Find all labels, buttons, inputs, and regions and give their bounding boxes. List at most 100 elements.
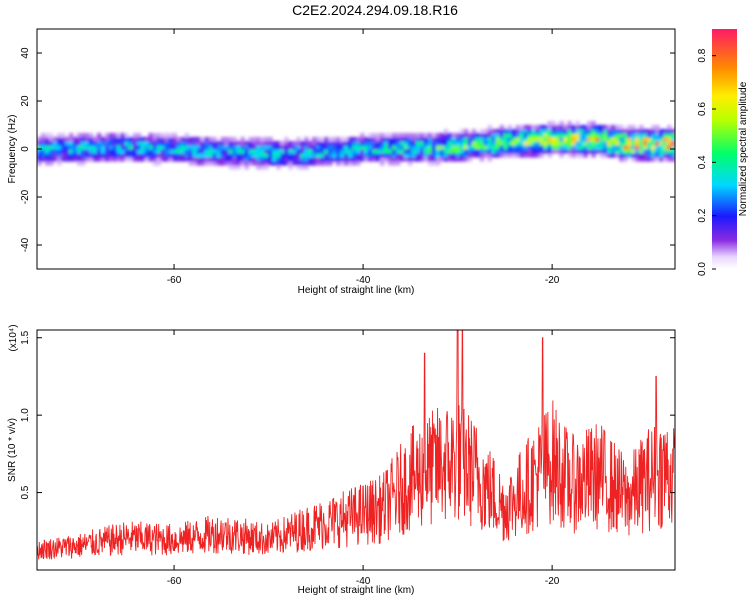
heat-cell bbox=[575, 129, 580, 134]
heat-cell bbox=[515, 149, 521, 154]
heat-cell bbox=[56, 157, 62, 162]
heat-cell bbox=[136, 153, 142, 158]
heat-cell bbox=[292, 153, 297, 158]
heat-cell bbox=[399, 153, 405, 158]
heat-cell bbox=[152, 133, 158, 138]
heat-cell bbox=[607, 153, 612, 158]
heat-cell bbox=[208, 161, 214, 166]
heat-cell bbox=[44, 141, 50, 146]
heat-cell bbox=[72, 157, 78, 162]
heat-cell bbox=[37, 153, 42, 158]
heat-cell bbox=[659, 149, 664, 154]
heat-cell bbox=[623, 137, 628, 142]
heat-cell bbox=[635, 137, 640, 142]
heat-cell bbox=[403, 137, 409, 142]
heat-cell bbox=[144, 149, 150, 154]
heat-cell bbox=[631, 149, 636, 154]
heat-cell bbox=[148, 133, 154, 138]
heat-cell bbox=[76, 157, 82, 162]
heat-cell bbox=[415, 149, 421, 154]
heat-cell bbox=[220, 149, 226, 154]
x-tick-label: -40 bbox=[356, 576, 371, 587]
heat-cell bbox=[651, 125, 656, 130]
heat-cell bbox=[487, 145, 493, 150]
heat-cell bbox=[399, 157, 405, 162]
heat-cell bbox=[523, 149, 529, 154]
heat-cell bbox=[591, 149, 596, 154]
heat-cell bbox=[491, 149, 497, 154]
heat-cell bbox=[344, 149, 349, 154]
heat-cell bbox=[519, 129, 525, 134]
heat-cell bbox=[599, 145, 604, 150]
heat-cell bbox=[236, 161, 241, 166]
heat-cell bbox=[168, 141, 174, 146]
heat-cell bbox=[112, 133, 118, 138]
heat-cell bbox=[559, 137, 564, 142]
heat-cell bbox=[76, 145, 82, 150]
heat-cell bbox=[88, 153, 94, 158]
heat-cell bbox=[591, 129, 596, 134]
heat-cell bbox=[204, 157, 210, 162]
heat-cell bbox=[387, 145, 393, 150]
figure-title: C2E2.2024.294.09.18.R16 bbox=[292, 2, 458, 18]
heat-cell bbox=[495, 141, 501, 146]
heat-cell bbox=[144, 145, 150, 150]
heat-cell bbox=[156, 153, 162, 158]
heat-cell bbox=[256, 141, 261, 146]
heat-cell bbox=[92, 157, 98, 162]
heat-cell bbox=[659, 137, 664, 142]
heat-cell bbox=[555, 145, 560, 150]
heat-cell bbox=[104, 149, 110, 154]
heat-cell bbox=[212, 161, 218, 166]
snr-x-label: Height of straight line (km) bbox=[298, 585, 415, 596]
heat-cell bbox=[304, 149, 309, 154]
heat-cell bbox=[244, 149, 249, 154]
heat-cell bbox=[547, 153, 552, 158]
heat-cell bbox=[264, 137, 269, 142]
heat-cell bbox=[324, 153, 329, 158]
heat-cell bbox=[124, 145, 130, 150]
heat-cell bbox=[459, 153, 465, 158]
heat-cell bbox=[288, 161, 293, 166]
heat-cell bbox=[663, 133, 668, 138]
heat-cell bbox=[88, 149, 94, 154]
heat-cell bbox=[559, 133, 564, 138]
heat-cell bbox=[567, 153, 572, 158]
heat-cell bbox=[563, 145, 568, 150]
heat-cell bbox=[180, 157, 186, 162]
heat-cell bbox=[264, 157, 269, 162]
heat-cell bbox=[459, 141, 465, 146]
heat-cell bbox=[164, 153, 170, 158]
heat-cell bbox=[663, 141, 668, 146]
heat-cell bbox=[192, 145, 198, 150]
colorbar-label: Normalized spectral amplitude bbox=[738, 81, 749, 216]
heat-cell bbox=[567, 129, 572, 134]
heat-cell bbox=[304, 153, 309, 158]
heat-cell bbox=[591, 153, 596, 158]
heat-cell bbox=[44, 161, 50, 166]
heat-cell bbox=[375, 137, 381, 142]
heat-cell bbox=[344, 161, 349, 166]
heat-cell bbox=[196, 149, 202, 154]
heat-cell bbox=[623, 133, 628, 138]
heat-cell bbox=[320, 141, 325, 146]
heat-cell bbox=[423, 133, 429, 138]
heat-cell bbox=[531, 133, 537, 138]
heat-cell bbox=[332, 157, 337, 162]
heat-cell bbox=[288, 141, 293, 146]
heat-cell bbox=[523, 137, 529, 142]
heat-cell bbox=[348, 137, 353, 142]
heat-cell bbox=[148, 149, 154, 154]
heat-cell bbox=[463, 133, 469, 138]
heat-cell bbox=[443, 129, 449, 134]
heat-cell bbox=[80, 157, 86, 162]
heat-cell bbox=[224, 145, 229, 150]
heat-cell bbox=[56, 149, 62, 154]
heat-cell bbox=[352, 145, 357, 150]
heat-cell bbox=[212, 153, 218, 158]
heat-cell bbox=[116, 153, 122, 158]
heat-cell bbox=[116, 133, 122, 138]
heat-cell bbox=[583, 153, 588, 158]
heat-cell bbox=[72, 137, 78, 142]
heat-cell bbox=[431, 161, 437, 166]
